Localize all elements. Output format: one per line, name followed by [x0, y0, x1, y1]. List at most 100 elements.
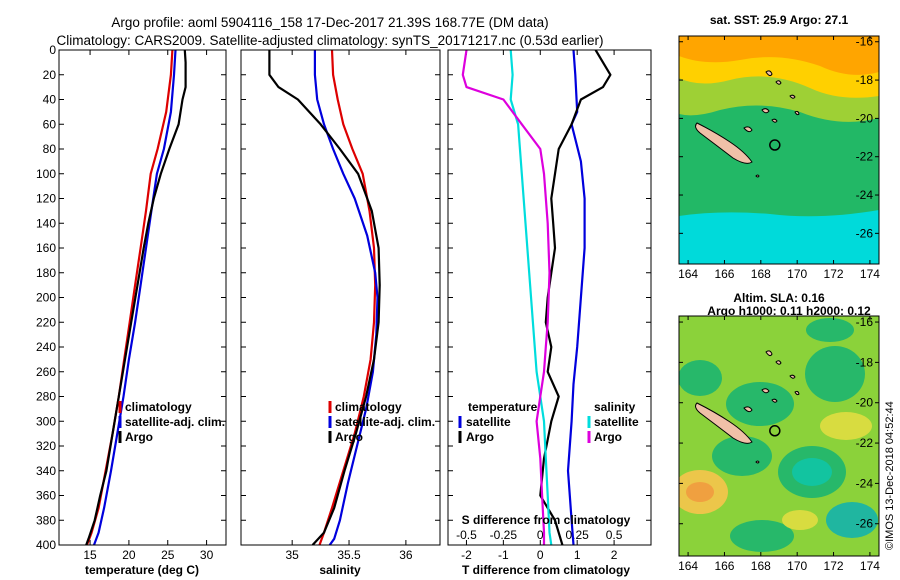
map-y-tick-label: -22	[856, 150, 874, 164]
y-tick-label: 180	[36, 266, 56, 280]
series-line-satellite-adj-clim-	[313, 50, 379, 545]
sla-blob	[805, 346, 865, 402]
x-tick-label: 35	[285, 548, 299, 562]
sst-islands-small	[743, 70, 800, 178]
x-tick-label: 2	[611, 548, 618, 562]
sla-map-title: Altim. SLA: 0.16	[733, 291, 825, 305]
temperature-legend: climatology satellite-adj. clim. Argo	[118, 400, 225, 444]
legend-label-t-satellite: satellite	[466, 415, 511, 429]
top-tick-label: 0	[537, 528, 544, 542]
y-tick-label: 120	[36, 192, 56, 206]
map-x-tick-label: 170	[787, 559, 807, 573]
temperature-lines	[85, 50, 187, 545]
title-line-2: Climatology: CARS2009. Satellite-adjuste…	[56, 33, 603, 48]
series-line-satellite-adj-clim-	[92, 50, 177, 545]
legend-label-climatology: climatology	[125, 400, 192, 414]
x-tick-label: 25	[161, 548, 175, 562]
sla-islands-small	[743, 350, 800, 464]
y-tick-label: 0	[49, 43, 56, 57]
y-tick-label: 160	[36, 241, 56, 255]
sla-blob	[679, 360, 722, 396]
legend-label-argo: Argo	[335, 430, 363, 444]
x-tick-label: 30	[200, 548, 214, 562]
map-y-tick-label: -20	[856, 111, 874, 125]
map-y-tick-label: -18	[856, 73, 874, 87]
top-tick-label: 0.25	[566, 528, 590, 542]
map-y-tick-label: -26	[856, 226, 874, 240]
map-x-tick-label: 166	[714, 267, 734, 281]
sst-map-frame	[678, 35, 880, 265]
x-tick-label: 15	[83, 548, 97, 562]
y-tick-label: 200	[36, 291, 56, 305]
x-tick-label: -1	[498, 548, 509, 562]
y-tick-label: 140	[36, 216, 56, 230]
temperature-panel: 0 20 40 60 80 100 120 140 160 180 200 220 240 260 280 3…	[36, 43, 227, 577]
title-line-1: Argo profile: aoml 5904116_158 17-Dec-20…	[111, 15, 548, 30]
map-y-tick-label: -26	[856, 517, 874, 531]
legend-label-argo: Argo	[125, 430, 153, 444]
y-tick-label: 400	[36, 538, 56, 552]
sla-blob	[726, 382, 794, 426]
map-x-tick-label: 164	[678, 267, 698, 281]
legend-label-satellite: satellite-adj. clim.	[125, 415, 225, 429]
difference-top-xlabel: S difference from climatology	[462, 513, 631, 527]
salinity-legend: climatology satellite-adj. clim. Argo	[328, 400, 435, 444]
map-x-tick-label: 174	[860, 559, 880, 573]
legend-label-s-argo: Argo	[594, 430, 622, 444]
series-line-s-satellite	[509, 50, 553, 545]
salinity-panel: 35 35.5 36 salinity climatology satellite-…	[240, 49, 441, 577]
map-y-tick-label: -18	[856, 355, 874, 369]
map-x-tick-label: 168	[751, 267, 771, 281]
y-tick-label: 300	[36, 414, 56, 428]
y-tick-label: 240	[36, 340, 56, 354]
map-y-tick-label: -22	[856, 436, 874, 450]
x-tick-label: 36	[399, 548, 413, 562]
map-x-tick-label: 174	[860, 267, 880, 281]
sla-blob	[806, 318, 854, 342]
difference-legend-right: salinity satellite Argo	[587, 400, 639, 444]
salinity-xlabel: salinity	[319, 563, 361, 577]
salinity-ticks: 35 35.5 36	[241, 49, 440, 562]
y-tick-label: 280	[36, 390, 56, 404]
series-line-argo	[268, 50, 381, 545]
sst-zone-orange	[679, 36, 879, 75]
y-tick-label: 220	[36, 315, 56, 329]
y-tick-label: 340	[36, 464, 56, 478]
map-y-tick-label: -16	[856, 315, 874, 329]
sla-blob-higher	[686, 482, 714, 502]
top-tick-label: 0.5	[606, 528, 623, 542]
sla-map-field	[679, 316, 879, 556]
map-x-tick-label: 170	[787, 267, 807, 281]
map-x-tick-label: 172	[824, 267, 844, 281]
sla-blob	[712, 436, 772, 476]
map-x-tick-label: 172	[824, 559, 844, 573]
series-line-s-argo	[461, 50, 551, 545]
y-tick-label: 80	[43, 142, 57, 156]
map-x-tick-label: 168	[751, 559, 771, 573]
salinity-lines	[268, 50, 381, 545]
sla-map-subtitle: Argo h1000: 0.11 h2000: 0.12	[707, 304, 871, 318]
sla-blob	[826, 502, 878, 538]
sst-map-title: sat. SST: 25.9 Argo: 27.1	[710, 13, 849, 27]
sla-blob	[730, 520, 794, 552]
x-tick-label: 0	[537, 548, 544, 562]
top-tick-label: -0.25	[490, 528, 518, 542]
difference-panel: -2 -1 0 1 2 -0.5 -0.25 0 0.25 0.5 T difference fr…	[447, 49, 652, 577]
map-y-tick-label: -20	[856, 396, 874, 410]
sst-argo-position-marker	[769, 139, 781, 151]
x-tick-label: 20	[122, 548, 136, 562]
y-tick-label: 100	[36, 167, 56, 181]
temperature-ticks: 0 20 40 60 80 100 120 140 160 180 200 220 240 260 280 3…	[36, 43, 226, 562]
top-tick-label: -0.5	[456, 528, 477, 542]
x-tick-label: -2	[461, 548, 472, 562]
sla-blob-high	[820, 412, 872, 440]
map-x-tick-label: 164	[678, 559, 698, 573]
difference-legend-left: temperature satellite Argo	[458, 400, 538, 444]
y-tick-label: 380	[36, 513, 56, 527]
difference-xlabel: T difference from climatology	[462, 563, 630, 577]
sla-island-new-caledonia	[695, 402, 753, 444]
sla-argo-position-marker	[769, 425, 781, 437]
map-x-tick-label: 166	[714, 559, 734, 573]
legend-label-s-satellite: satellite	[594, 415, 639, 429]
